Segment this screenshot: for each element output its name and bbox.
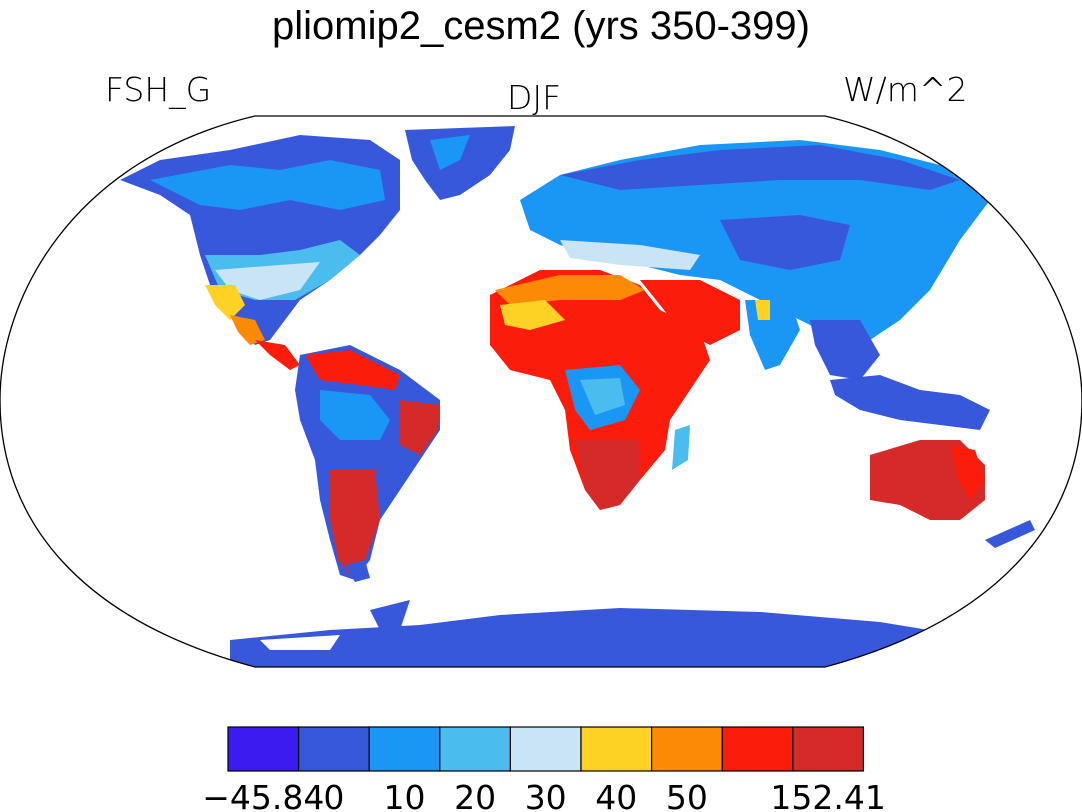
- colorbar-swatch: [650, 726, 723, 772]
- map-title: pliomip2_cesm2 (yrs 350-399): [271, 4, 810, 48]
- north-america-light-patch: [150, 160, 385, 210]
- africa-central-deep: [580, 378, 625, 415]
- colorbar-label: 0: [323, 778, 344, 812]
- africa-sahara-yellow: [500, 300, 565, 330]
- africa-sahara-north: [495, 275, 645, 305]
- antarctica-light: [260, 635, 340, 650]
- colorbar-swatch: [792, 726, 864, 772]
- north-america-warm: [205, 285, 245, 320]
- southeast-asia: [810, 320, 880, 380]
- australia-east: [950, 445, 985, 500]
- colorbar-swatch: [509, 726, 582, 772]
- map-border: [0, 115, 1082, 668]
- units-label: W/m^2: [843, 70, 968, 109]
- colorbar-swatch: [439, 726, 511, 772]
- eurasia-central: [720, 215, 850, 270]
- eurasia-north: [560, 145, 960, 190]
- south-america-southern: [330, 470, 380, 575]
- colorbar-label: 20: [454, 778, 496, 812]
- colorbar-label: 152.41: [770, 778, 885, 812]
- north-america-pale-band: [215, 262, 320, 300]
- arabian-peninsula: [640, 280, 740, 345]
- south-america-tip: [345, 560, 370, 582]
- greenland-coast: [430, 135, 470, 170]
- africa-south: [575, 440, 640, 510]
- colorbar-label: 40: [595, 778, 637, 812]
- map-data-layer: [120, 126, 1035, 667]
- new-zealand: [985, 520, 1035, 548]
- south-america-east: [400, 400, 440, 455]
- colorbar-label: −45.84: [202, 778, 324, 812]
- maritime-continent: [830, 375, 990, 430]
- antarctic-peninsula: [370, 600, 410, 630]
- variable-label: FSH_G: [105, 70, 212, 109]
- colorbar-label: 50: [666, 778, 708, 812]
- india-warm: [755, 300, 770, 320]
- mediterranean-band: [560, 240, 700, 270]
- south-america-northern-band: [305, 350, 400, 390]
- colorbar-swatch: [721, 726, 794, 772]
- antarctica: [230, 608, 990, 667]
- colorbar-swatch: [580, 726, 653, 772]
- mexico-warm: [230, 315, 265, 345]
- colorbar: −45.84 0 10 20 30 40 50 152.41: [202, 726, 886, 812]
- season-label: DJF: [507, 78, 562, 117]
- madagascar: [672, 425, 690, 470]
- south-america-interior: [320, 390, 390, 440]
- india: [745, 300, 800, 370]
- colorbar-label: 10: [384, 778, 426, 812]
- colorbar-swatch: [298, 726, 370, 772]
- colorbar-swatch: [227, 726, 300, 772]
- colorbar-label: 30: [525, 778, 567, 812]
- colorbar-swatch: [368, 726, 441, 772]
- central-america: [255, 340, 300, 370]
